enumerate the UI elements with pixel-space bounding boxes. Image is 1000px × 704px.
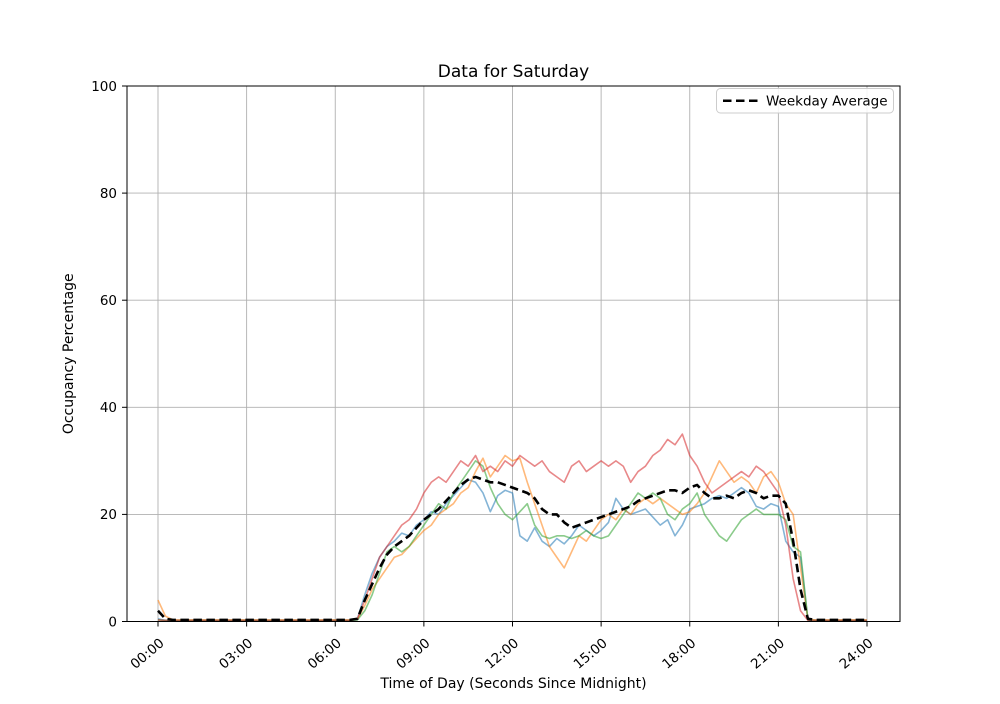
y-tick-label: 100 — [91, 79, 117, 95]
x-tick-label: 03:00 — [216, 635, 256, 672]
y-tick-label: 80 — [100, 186, 117, 202]
series-line-weekday-average — [157, 475, 867, 622]
x-tick-labels: 00:00 03:00 06:00 09:00 12:00 15:00 18:00 21:00… — [127, 635, 876, 672]
chart-title: Data for Saturday — [438, 62, 589, 82]
y-tick-label: 0 — [108, 614, 117, 630]
legend-label: Weekday Average — [766, 94, 888, 110]
y-tick-labels: 0 20 40 60 80 100 — [91, 79, 117, 630]
plot-border — [126, 85, 901, 622]
grid-lines — [127, 85, 900, 622]
x-tick-label: 12:00 — [482, 635, 522, 672]
x-tick-label: 06:00 — [305, 635, 345, 672]
x-axis-label: Time of Day (Seconds Since Midnight) — [379, 676, 646, 692]
y-axis-label: Occupancy Percentage — [61, 273, 77, 434]
x-tick-label: 18:00 — [659, 635, 699, 672]
x-tick-label: 15:00 — [571, 635, 611, 672]
y-tick-label: 40 — [100, 400, 117, 416]
x-tick-label: 24:00 — [836, 635, 876, 672]
x-tick-label: 21:00 — [748, 635, 788, 672]
series-lines — [157, 433, 867, 622]
legend: Weekday Average — [716, 88, 894, 114]
legend-box — [716, 88, 894, 114]
x-tick-label: 00:00 — [127, 635, 167, 672]
y-tick-label: 60 — [100, 293, 117, 309]
x-tick-label: 09:00 — [393, 635, 433, 672]
axis-ticks — [122, 85, 868, 627]
y-tick-label: 20 — [100, 507, 117, 523]
